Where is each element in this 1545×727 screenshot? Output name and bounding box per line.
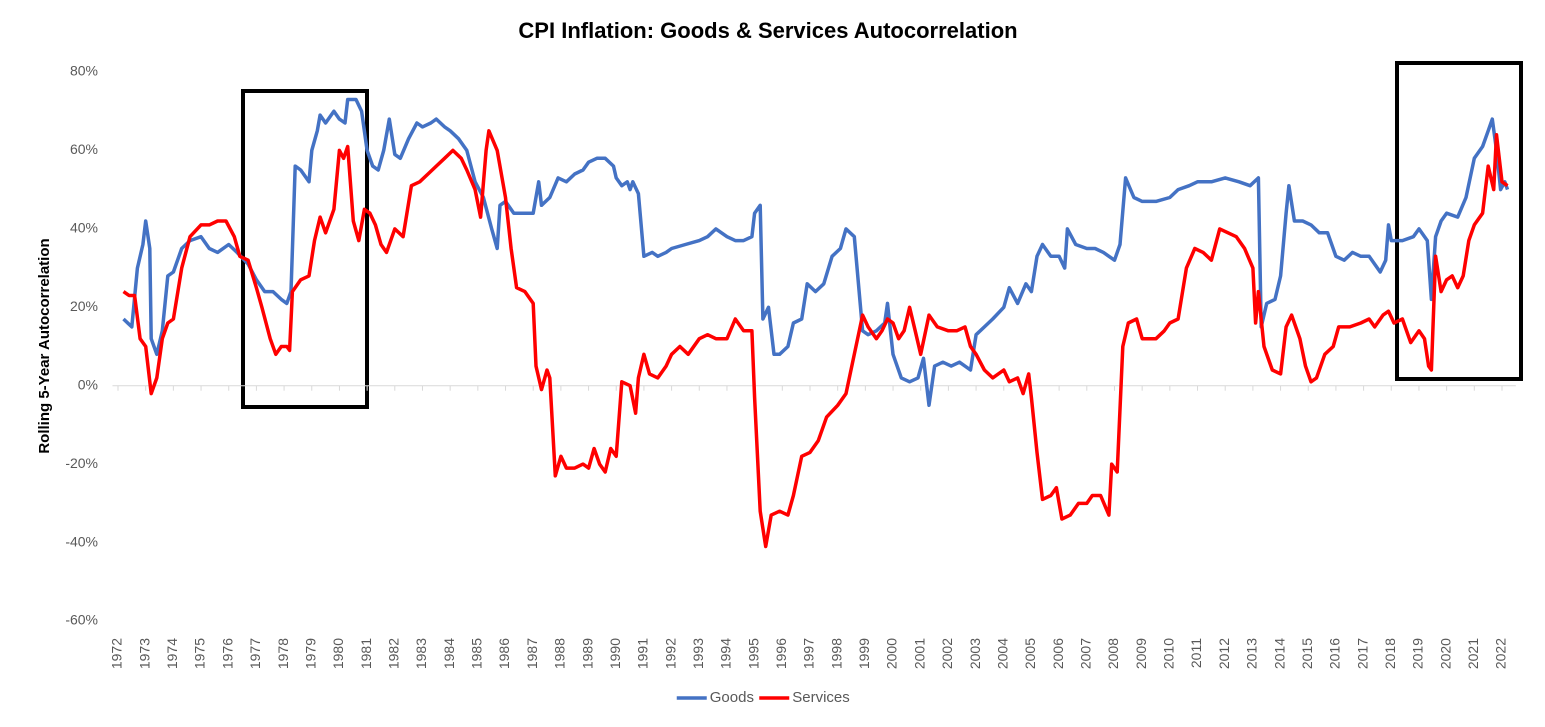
x-tick-label: 1978 <box>275 638 291 669</box>
x-tick-label: 2014 <box>1271 638 1287 669</box>
series-line <box>122 97 1510 408</box>
x-tick-label: 2004 <box>994 638 1010 669</box>
x-tick-label: 2020 <box>1437 638 1453 669</box>
x-tick-label: 2021 <box>1465 638 1481 669</box>
x-tick-label: 2013 <box>1244 638 1260 669</box>
chart-title: CPI Inflation: Goods & Services Autocorr… <box>518 18 1017 43</box>
x-tick-label: 1998 <box>828 638 844 669</box>
legend-label: Goods <box>710 689 754 706</box>
x-tick-label: 2010 <box>1161 638 1177 669</box>
x-tick-label: 2019 <box>1410 638 1426 669</box>
x-tick-label: 1987 <box>524 638 540 669</box>
x-tick-label: 1989 <box>579 638 595 669</box>
x-tick-label: 2003 <box>967 638 983 669</box>
x-tick-label: 2009 <box>1133 638 1149 669</box>
x-tick-label: 1983 <box>413 638 429 669</box>
x-tick-label: 1997 <box>801 638 817 669</box>
highlight-box <box>241 89 369 409</box>
x-tick-label: 1982 <box>386 638 402 669</box>
x-tick-label: 2016 <box>1327 638 1343 669</box>
y-tick-label: 40% <box>70 220 98 236</box>
x-tick-label: 2000 <box>884 638 900 669</box>
x-tick-label: 2001 <box>911 638 927 669</box>
x-tick-label: 2006 <box>1050 638 1066 669</box>
y-tick-label: 0% <box>78 376 98 392</box>
x-tick-label: 1994 <box>718 638 734 669</box>
x-tick-label: 1985 <box>469 638 485 669</box>
x-tick-label: 1986 <box>496 638 512 669</box>
x-tick-label: 1972 <box>109 638 125 669</box>
x-tick-label: 2007 <box>1078 638 1094 669</box>
x-tick-label: 1988 <box>552 638 568 669</box>
x-tick-label: 2022 <box>1493 638 1509 669</box>
series-line <box>122 129 1509 549</box>
y-tick-label: -60% <box>65 612 98 628</box>
x-tick-label: 2005 <box>1022 638 1038 669</box>
x-tick-label: 2011 <box>1188 638 1204 668</box>
x-tick-label: 2018 <box>1382 638 1398 669</box>
x-tick-label: 2012 <box>1216 638 1232 669</box>
x-tick-label: 1976 <box>219 638 235 669</box>
x-tick-label: 2008 <box>1105 638 1121 669</box>
x-tick-label: 2002 <box>939 638 955 669</box>
x-tick-label: 2015 <box>1299 638 1315 669</box>
legend-label: Services <box>792 689 850 706</box>
y-tick-label: -20% <box>65 455 98 471</box>
x-tick-label: 1975 <box>192 638 208 669</box>
x-tick-label: 1984 <box>441 638 457 669</box>
x-tick-label: 1999 <box>856 638 872 669</box>
x-tick-label: 1992 <box>662 638 678 669</box>
y-tick-label: 20% <box>70 298 98 314</box>
highlight-box <box>1395 61 1523 381</box>
x-tick-label: 1996 <box>773 638 789 669</box>
x-tick-label: 1990 <box>607 638 623 669</box>
x-tick-label: 1977 <box>247 638 263 669</box>
x-tick-label: 2017 <box>1354 638 1370 669</box>
x-tick-label: 1974 <box>164 638 180 669</box>
x-tick-label: 1980 <box>330 638 346 669</box>
y-tick-label: -40% <box>65 533 98 549</box>
x-tick-label: 1991 <box>635 638 651 669</box>
y-tick-label: 80% <box>70 63 98 79</box>
x-tick-label: 1979 <box>302 638 318 669</box>
y-axis-label: Rolling 5-Year Autocorrelation <box>36 238 53 453</box>
x-tick-label: 1993 <box>690 638 706 669</box>
x-tick-label: 1973 <box>136 638 152 669</box>
x-tick-label: 1995 <box>745 638 761 669</box>
y-tick-label: 60% <box>70 141 98 157</box>
x-tick-label: 1981 <box>358 638 374 669</box>
